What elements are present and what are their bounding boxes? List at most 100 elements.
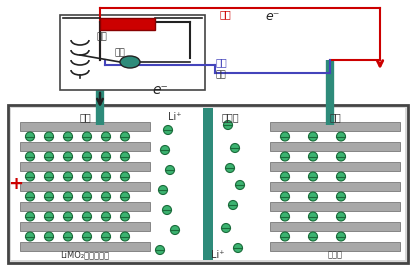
Circle shape: [25, 132, 35, 141]
Circle shape: [309, 192, 317, 201]
Text: Li⁺: Li⁺: [211, 250, 225, 260]
Circle shape: [83, 152, 91, 161]
Text: 隔模: 隔模: [216, 70, 227, 79]
Circle shape: [337, 152, 346, 161]
Text: 电源: 电源: [97, 33, 107, 41]
Circle shape: [25, 212, 35, 221]
Bar: [270, 122, 400, 131]
Circle shape: [25, 192, 35, 201]
Circle shape: [281, 152, 289, 161]
Bar: [20, 222, 150, 231]
Circle shape: [337, 212, 346, 221]
Circle shape: [231, 144, 239, 153]
Bar: [270, 242, 400, 251]
Circle shape: [281, 132, 289, 141]
Circle shape: [226, 164, 234, 173]
Circle shape: [158, 185, 168, 195]
Circle shape: [83, 212, 91, 221]
Circle shape: [121, 232, 130, 241]
Circle shape: [101, 192, 111, 201]
Circle shape: [309, 132, 317, 141]
Circle shape: [281, 192, 289, 201]
Circle shape: [45, 212, 53, 221]
Circle shape: [309, 212, 317, 221]
Bar: [270, 142, 400, 151]
Circle shape: [309, 232, 317, 241]
Circle shape: [171, 226, 179, 235]
Text: 放电: 放电: [216, 57, 228, 67]
Bar: [270, 222, 400, 231]
Circle shape: [121, 212, 130, 221]
Circle shape: [83, 192, 91, 201]
Text: 充电: 充电: [220, 9, 232, 19]
Circle shape: [121, 172, 130, 181]
Bar: [270, 182, 400, 191]
Bar: [20, 202, 150, 211]
Bar: [20, 182, 150, 191]
Text: LiMO₂层状化合物: LiMO₂层状化合物: [60, 250, 110, 259]
Circle shape: [121, 192, 130, 201]
Circle shape: [101, 152, 111, 161]
Bar: [8, 105, 408, 263]
Circle shape: [25, 172, 35, 181]
Circle shape: [337, 172, 346, 181]
Bar: [20, 162, 150, 171]
Text: 正极: 正极: [79, 112, 91, 122]
Circle shape: [221, 224, 231, 233]
Text: Li⁺: Li⁺: [168, 112, 182, 122]
Circle shape: [25, 232, 35, 241]
Circle shape: [281, 172, 289, 181]
Text: 负极: 负极: [329, 112, 341, 122]
Circle shape: [63, 152, 73, 161]
Text: e⁻: e⁻: [152, 83, 168, 97]
Bar: [203, 108, 213, 260]
Circle shape: [161, 145, 169, 155]
Circle shape: [45, 132, 53, 141]
Circle shape: [45, 232, 53, 241]
Bar: [270, 202, 400, 211]
Text: e⁻: e⁻: [265, 10, 279, 22]
Circle shape: [234, 244, 243, 253]
Text: 负载: 负载: [115, 48, 126, 58]
Text: +: +: [8, 175, 23, 193]
Circle shape: [337, 132, 346, 141]
Circle shape: [309, 172, 317, 181]
Bar: [11, 108, 405, 260]
Circle shape: [121, 132, 130, 141]
Circle shape: [83, 232, 91, 241]
Circle shape: [63, 192, 73, 201]
Circle shape: [45, 152, 53, 161]
Circle shape: [166, 165, 174, 175]
Text: 碳材料: 碳材料: [327, 250, 342, 259]
Circle shape: [337, 192, 346, 201]
Circle shape: [281, 212, 289, 221]
Circle shape: [83, 172, 91, 181]
Circle shape: [236, 181, 244, 190]
Circle shape: [101, 212, 111, 221]
Circle shape: [63, 132, 73, 141]
Circle shape: [63, 212, 73, 221]
Circle shape: [63, 172, 73, 181]
Bar: [270, 162, 400, 171]
Ellipse shape: [120, 56, 140, 68]
Circle shape: [337, 232, 346, 241]
Circle shape: [224, 121, 233, 130]
Circle shape: [163, 206, 171, 215]
Bar: [20, 122, 150, 131]
Circle shape: [101, 132, 111, 141]
Bar: [60, 15, 205, 90]
Circle shape: [63, 232, 73, 241]
Circle shape: [163, 125, 173, 135]
Circle shape: [101, 232, 111, 241]
Circle shape: [309, 152, 317, 161]
Circle shape: [121, 152, 130, 161]
Circle shape: [45, 172, 53, 181]
Circle shape: [281, 232, 289, 241]
Bar: [20, 242, 150, 251]
Circle shape: [25, 152, 35, 161]
Circle shape: [229, 201, 238, 210]
Bar: [100, 18, 155, 30]
Circle shape: [45, 192, 53, 201]
Circle shape: [156, 246, 164, 255]
Circle shape: [83, 132, 91, 141]
